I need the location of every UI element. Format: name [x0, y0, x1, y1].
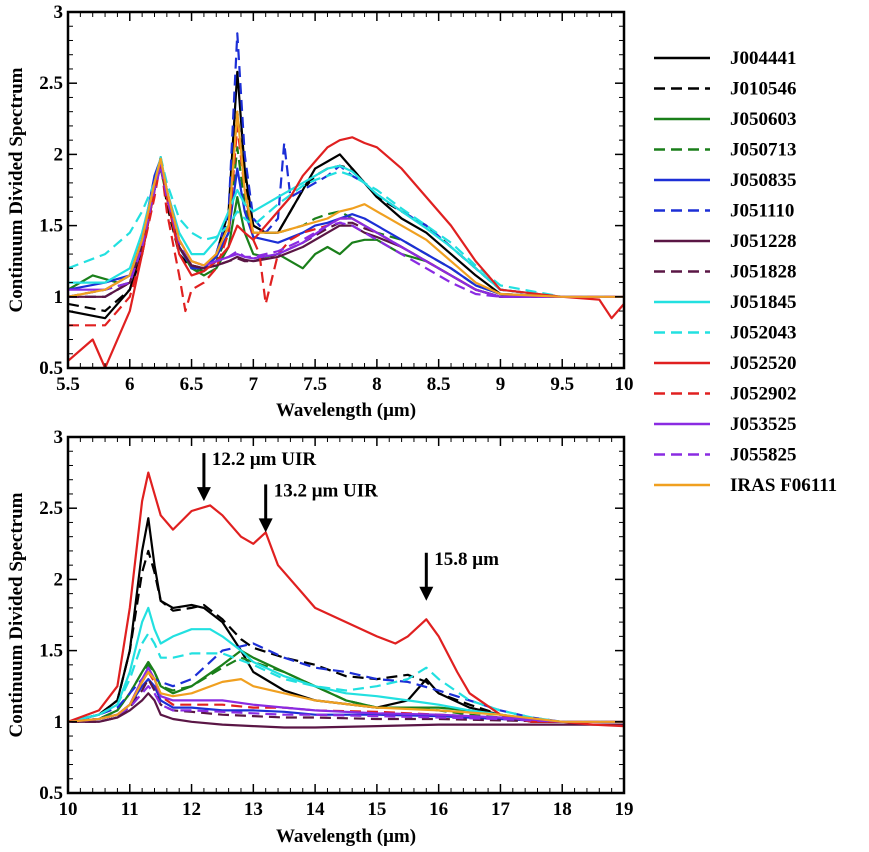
top-series-j050835 — [68, 157, 624, 298]
bottom-x-tick-label: 11 — [121, 799, 139, 820]
bottom-y-tick-label: 0.5 — [39, 783, 63, 804]
top-x-tick-label: 9.5 — [550, 374, 574, 395]
top-series-lines — [68, 32, 624, 368]
legend-label-j010546: J010546 — [730, 79, 797, 100]
top-x-tick-label: 8 — [372, 374, 382, 395]
bottom-x-tick-label: 10 — [59, 799, 78, 820]
top-x-tick-label: 8.5 — [427, 374, 451, 395]
bottom-y-tick-label: 2 — [54, 569, 64, 590]
top-ticks: 5.5 6 6.5 7 7.5 8 8.5 9 9.5 10 0.5 1 1.5 2 2.5 3 — [39, 2, 633, 395]
annotation-arrow-head — [258, 518, 273, 533]
legend-label-iras-f06111: IRAS F06111 — [730, 475, 837, 496]
bottom-x-axis-label: Wavelength (μm) — [276, 826, 416, 847]
annotation-arrow-head — [196, 487, 211, 502]
top-x-tick-label: 6.5 — [180, 374, 204, 395]
top-x-tick-label: 10 — [615, 374, 634, 395]
top-series-j053525 — [68, 160, 624, 298]
annotation-label: 13.2 μm UIR — [274, 480, 378, 501]
legend-label-j050835: J050835 — [730, 170, 797, 191]
legend-label-j051110: J051110 — [730, 201, 794, 222]
bottom-x-tick-label: 12 — [182, 799, 201, 820]
top-series-j051228 — [68, 160, 624, 298]
annotation-label: 15.8 μm — [434, 549, 499, 570]
legend-label-j004441: J004441 — [730, 48, 797, 69]
bottom-series-j052520 — [68, 471, 624, 728]
legend-label-j051845: J051845 — [730, 292, 797, 313]
bottom-annotations: 12.2 μm UIR 13.2 μm UIR 15.8 μm — [196, 449, 499, 601]
bottom-series-lines — [68, 471, 624, 729]
bottom-ticks: 10 11 12 13 14 15 16 17 18 19 0.5 1 1.5 2 2.5 3 — [39, 427, 633, 820]
top-y-tick-label: 1 — [54, 287, 64, 308]
top-series-j052520 — [68, 136, 624, 368]
top-y-tick-label: 2 — [54, 144, 64, 165]
bottom-x-tick-label: 16 — [429, 799, 448, 820]
legend-label-j053525: J053525 — [730, 414, 797, 435]
bottom-series-j055825 — [68, 685, 624, 723]
legend-label-j050713: J050713 — [730, 140, 797, 161]
bottom-x-tick-label: 14 — [306, 799, 326, 820]
bottom-y-tick-label: 3 — [54, 427, 64, 448]
legend-label-j052043: J052043 — [730, 323, 797, 344]
legend: J004441 J010546 J050603 J050713 J050835 J0511… — [654, 48, 837, 496]
legend-label-j052902: J052902 — [730, 384, 797, 405]
bottom-x-tick-label: 15 — [367, 799, 386, 820]
top-y-tick-label: 1.5 — [39, 216, 63, 237]
top-y-tick-label: 2.5 — [39, 73, 63, 94]
top-x-tick-label: 7.5 — [303, 374, 327, 395]
bottom-y-tick-label: 2.5 — [39, 498, 63, 519]
bottom-y-tick-label: 1 — [54, 712, 64, 733]
legend-label-j050603: J050603 — [730, 109, 797, 130]
bottom-series-j010546 — [68, 549, 624, 723]
top-x-tick-label: 7 — [249, 374, 259, 395]
top-x-tick-label: 6 — [125, 374, 135, 395]
top-x-tick-label: 5.5 — [56, 374, 80, 395]
bottom-x-tick-label: 18 — [553, 799, 572, 820]
bottom-x-tick-label: 19 — [615, 799, 634, 820]
bottom-series-iras-f06111 — [68, 670, 624, 723]
bottom-panel: 10 11 12 13 14 15 16 17 18 19 0.5 1 1.5 2 2.5 3 12.2 μm… — [6, 427, 634, 847]
top-y-tick-label: 0.5 — [39, 358, 63, 379]
top-panel: 5.5 6 6.5 7 7.5 8 8.5 9 9.5 10 0.5 1 1.5 2 2.5 3 Wavele… — [6, 2, 634, 421]
annotation-arrow-head — [419, 586, 434, 601]
bottom-y-tick-label: 1.5 — [39, 641, 63, 662]
top-plot-frame — [66, 10, 626, 370]
top-y-tick-label: 3 — [54, 2, 64, 23]
top-series-j051845 — [68, 156, 624, 298]
legend-label-j055825: J055825 — [730, 445, 797, 466]
top-series-j051110 — [68, 32, 624, 298]
legend-label-j051228: J051228 — [730, 231, 797, 252]
legend-label-j051828: J051828 — [730, 262, 797, 283]
annotation-label: 12.2 μm UIR — [212, 449, 316, 470]
top-y-axis-label: Continuum Divided Spectrum — [6, 67, 27, 312]
top-series-j051828 — [68, 164, 624, 298]
bottom-series-j051828 — [68, 677, 624, 723]
top-series-iras-f06111 — [68, 110, 624, 298]
bottom-series-j051228 — [68, 692, 624, 729]
bottom-plot-frame — [66, 435, 626, 795]
top-x-axis-label: Wavelength (μm) — [276, 400, 416, 421]
top-series-j055825 — [68, 164, 624, 298]
top-series-j052043 — [68, 156, 624, 298]
legend-label-j052520: J052520 — [730, 353, 797, 374]
bottom-x-tick-label: 13 — [244, 799, 263, 820]
top-x-tick-label: 9 — [496, 374, 506, 395]
bottom-y-axis-label: Continuum Divided Spectrum — [6, 492, 27, 737]
bottom-x-tick-label: 17 — [491, 799, 511, 820]
